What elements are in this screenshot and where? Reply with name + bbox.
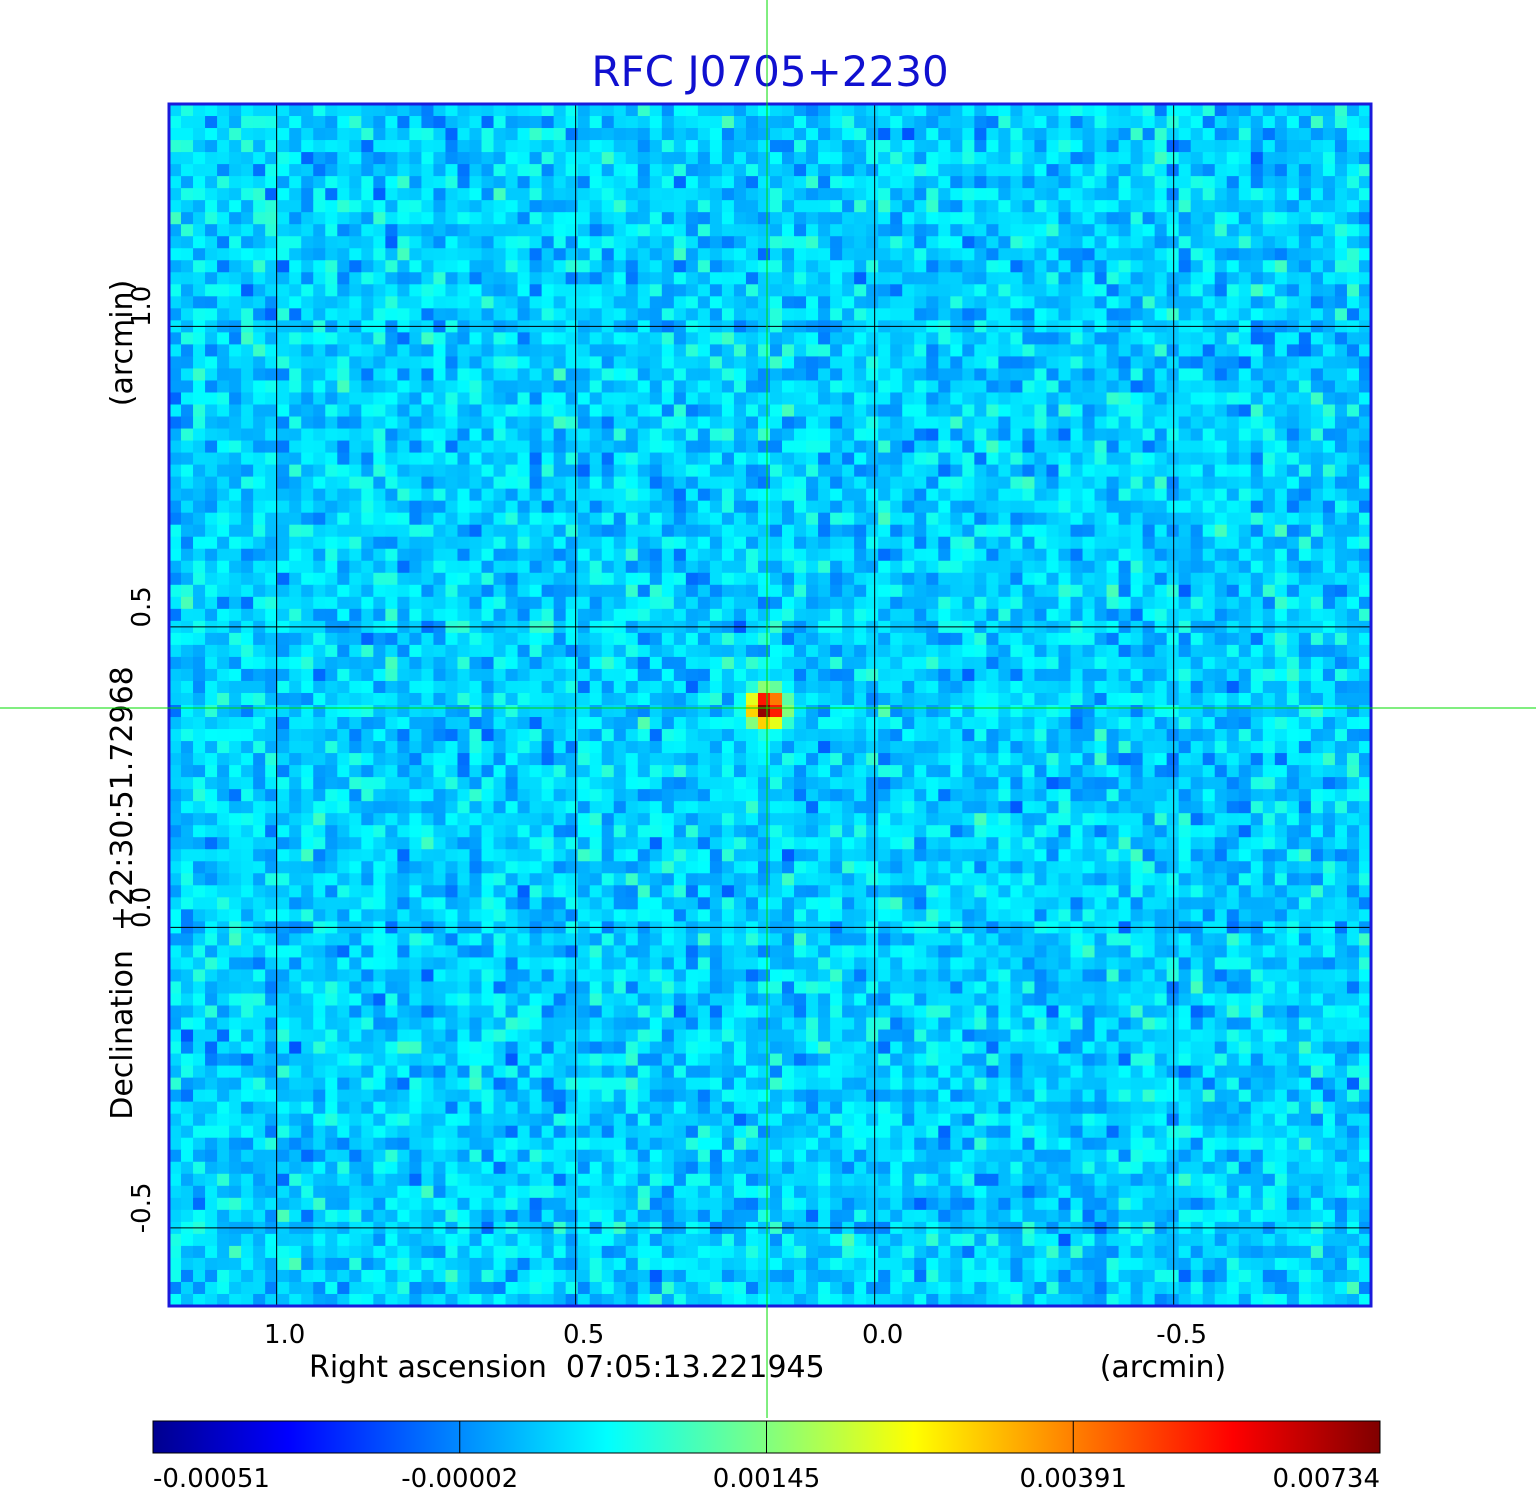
x-tick-label: -0.5 bbox=[1156, 1320, 1207, 1350]
x-tick-labels: 1.0 0.5 0.0 -0.5 bbox=[264, 1320, 1207, 1350]
colorbar-tick-label: 0.00734 bbox=[1272, 1464, 1380, 1494]
crosshair bbox=[0, 0, 1536, 1418]
x-tick-label: 0.0 bbox=[862, 1320, 903, 1350]
x-axis-label: Right ascension 07:05:13.221945 bbox=[309, 1350, 825, 1385]
y-tick-label: 0.0 bbox=[127, 887, 157, 928]
y-tick-label: -0.5 bbox=[127, 1183, 157, 1234]
y-axis-label: Declination +22:30:51.72968 bbox=[105, 666, 140, 1120]
y-tick-labels: -0.5 0.0 0.5 1.0 bbox=[127, 286, 157, 1234]
y-tick-label: 0.5 bbox=[127, 586, 157, 627]
grid-lines bbox=[169, 104, 1371, 1306]
x-tick-label: 0.5 bbox=[563, 1320, 604, 1350]
y-axis-unit: (arcmin) bbox=[105, 280, 140, 407]
x-axis-unit: (arcmin) bbox=[1100, 1350, 1227, 1385]
heatmap-image bbox=[169, 104, 1372, 1307]
x-tick-label: 1.0 bbox=[264, 1320, 305, 1350]
colorbar-tick-label: -0.00051 bbox=[153, 1464, 270, 1494]
colorbar-ticks: -0.00051 -0.00002 0.00145 0.00391 0.00734 bbox=[152, 1421, 1381, 1494]
chart-title: RFC J0705+2230 bbox=[591, 47, 948, 96]
plot-frame bbox=[167, 102, 1373, 1308]
colorbar-tick-label: 0.00391 bbox=[1019, 1464, 1127, 1494]
y-tick-label: 1.0 bbox=[127, 286, 157, 327]
colorbar-tick-label: 0.00145 bbox=[713, 1464, 821, 1494]
colorbar-tick-label: -0.00002 bbox=[401, 1464, 518, 1494]
